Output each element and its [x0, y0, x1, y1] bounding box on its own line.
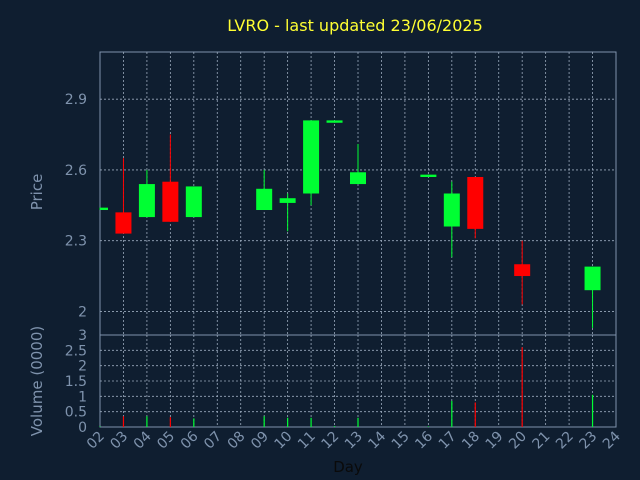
candle: [420, 174, 437, 177]
candle: [162, 134, 179, 222]
candle: [138, 169, 155, 218]
x-axis-label: Day: [333, 458, 363, 476]
x-axis: 02 03 04 05 06 07 08 09 10 11 12 13 14 15 16 17 18 19 20 21…: [84, 428, 624, 452]
price-tick-label: 2.9: [65, 92, 87, 108]
candle: [115, 158, 132, 234]
candle: [467, 176, 484, 239]
candle-body: [138, 184, 155, 218]
candle: [99, 207, 108, 211]
candle-body: [326, 120, 343, 123]
candle-body: [443, 193, 460, 227]
candle: [326, 120, 343, 123]
volume-tick-label: 0.5: [65, 405, 87, 421]
candle-body: [185, 186, 202, 218]
candle-body: [100, 207, 108, 211]
candle: [185, 186, 202, 218]
chart-title: LVRO - last updated 23/06/2025: [227, 16, 483, 35]
candle: [443, 181, 460, 258]
candle: [584, 266, 601, 328]
volume-tick-label: 1: [78, 389, 87, 405]
candle-body: [467, 176, 484, 229]
candle: [350, 143, 366, 185]
candle-body: [420, 174, 437, 177]
candle: [303, 120, 320, 206]
volume-tick-label: 2.5: [65, 343, 87, 359]
candle-body: [514, 264, 531, 277]
candle: [256, 169, 273, 211]
volume-tick-label: 2: [78, 359, 87, 375]
candle: [514, 240, 531, 305]
price-tick-label: 2.3: [65, 234, 87, 250]
volume-tick-label: 1.5: [65, 374, 87, 390]
price-tick-label: 2.6: [65, 163, 87, 179]
price-tick-label: 2: [78, 304, 87, 320]
volume-axis-label: Volume (0000): [28, 326, 46, 436]
candle: [279, 193, 296, 232]
candle-body: [115, 212, 132, 234]
candle-body: [256, 188, 273, 211]
candle-body: [584, 266, 601, 291]
volume-tick-label: 0: [78, 420, 87, 436]
candle-body: [162, 181, 179, 222]
candle-body: [303, 120, 320, 194]
volume-panel: 00.511.522.53: [65, 328, 617, 436]
candle-body: [279, 198, 296, 203]
price-axis-label: Price: [28, 174, 46, 211]
price-panel: 2 2.3 2.6 2.9: [65, 51, 617, 336]
volume-tick-label: 3: [78, 328, 87, 344]
candle-body: [350, 172, 366, 185]
